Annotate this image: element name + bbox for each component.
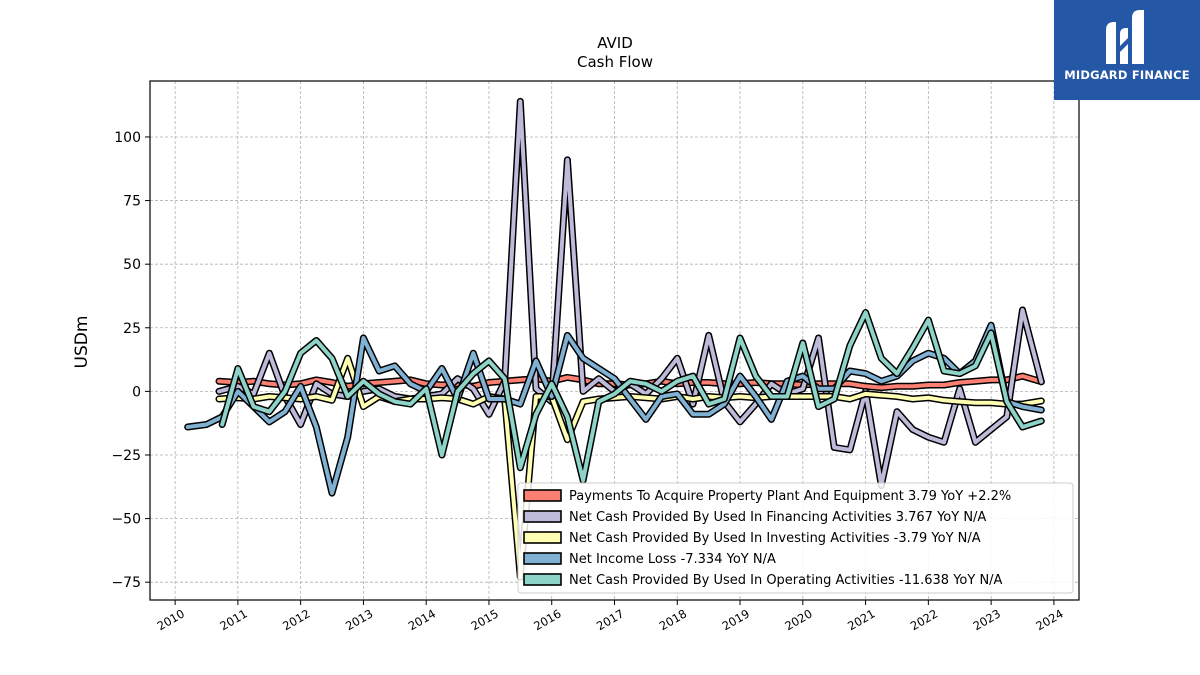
legend-label: Net Income Loss -7.334 YoY N/A [569, 552, 776, 567]
y-tick-label: 0 [132, 384, 141, 400]
x-tick-label: 2014 [406, 606, 438, 633]
x-tick-label: 2013 [343, 606, 375, 633]
x-tick-label: 2019 [720, 606, 752, 633]
x-tick-label: 2022 [908, 606, 940, 633]
y-tick-label: −50 [111, 512, 141, 528]
midgard-logo-icon [1106, 10, 1144, 64]
legend-label: Net Cash Provided By Used In Operating A… [569, 573, 1003, 588]
series-lines [184, 97, 1045, 581]
x-tick-label: 2023 [971, 606, 1003, 633]
y-tick-label: −75 [111, 575, 141, 591]
legend-swatch [523, 510, 562, 523]
x-tick-label: 2012 [280, 606, 312, 633]
chart-title: AVID [597, 34, 633, 52]
legend-label: Payments To Acquire Property Plant And E… [569, 489, 1011, 504]
series-line-outline [215, 97, 1045, 489]
legend-swatch [523, 489, 562, 502]
midgard-finance-logo: MIDGARD FINANCE [1054, 0, 1200, 100]
y-tick-label: −25 [111, 448, 141, 464]
legend: Payments To Acquire Property Plant And E… [517, 482, 1074, 594]
y-axis-label: USDm [72, 316, 92, 369]
y-tick-label: 100 [114, 130, 141, 146]
legend-box [517, 482, 1074, 594]
y-tick-label: 50 [123, 257, 141, 273]
x-tick-label: 2010 [155, 606, 187, 633]
legend-swatch [523, 552, 562, 565]
brand-name: MIDGARD FINANCE [1064, 68, 1190, 82]
y-tick-label: 75 [123, 194, 141, 210]
series-line [217, 99, 1044, 488]
x-tick-label: 2016 [531, 606, 563, 633]
legend-swatch [523, 573, 562, 586]
chart-subtitle: Cash Flow [577, 53, 653, 71]
x-tick-label: 2011 [217, 606, 249, 633]
x-tick-label: 2020 [782, 606, 814, 633]
x-tick-label: 2015 [468, 606, 500, 633]
legend-swatch [523, 531, 562, 544]
legend-label: Net Cash Provided By Used In Financing A… [569, 510, 986, 525]
x-tick-label: 2024 [1033, 606, 1065, 633]
series-line [220, 310, 1044, 483]
x-tick-label: 2017 [594, 606, 626, 633]
legend-label: Net Cash Provided By Used In Investing A… [569, 531, 981, 546]
x-tick-label: 2021 [845, 606, 877, 633]
y-tick-label: 25 [123, 321, 141, 337]
x-tick-label: 2018 [657, 606, 689, 633]
